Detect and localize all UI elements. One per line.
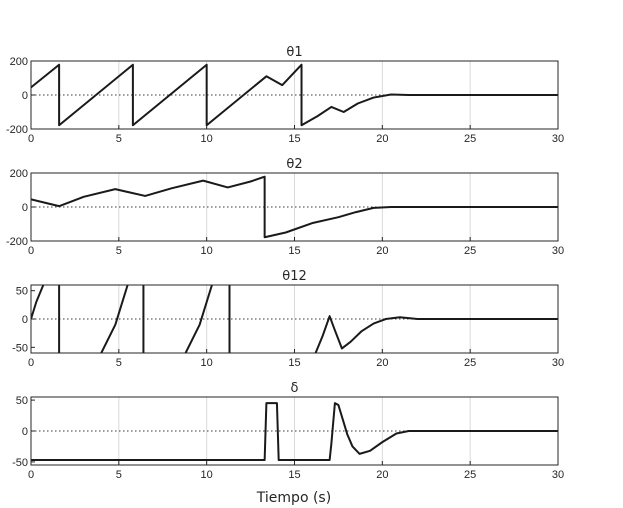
x-tick-label: 30 [552,133,564,145]
y-tick-label: 0 [22,202,28,214]
x-tick-label: 15 [288,469,300,481]
subplot-title: δ [291,381,299,396]
subplot-title: θ12 [282,269,307,284]
x-tick-label: 15 [288,357,300,369]
series-line-5 [184,285,213,353]
x-tick-label: 5 [116,245,122,257]
x-tick-label: 10 [201,357,213,369]
x-tick-label: 30 [552,357,564,369]
y-tick-label: 200 [10,168,28,180]
x-tick-label: 25 [464,469,476,481]
x-axis-label: Tiempo (s) [256,490,331,506]
y-tick-label: -50 [12,342,28,354]
y-tick-label: -50 [12,457,28,469]
x-tick-label: 5 [116,469,122,481]
series-line-3 [100,285,129,353]
x-tick-label: 15 [288,133,300,145]
y-tick-label: 0 [22,426,28,438]
x-tick-label: 20 [376,469,388,481]
x-tick-label: 20 [376,357,388,369]
x-tick-label: 10 [201,245,213,257]
y-tick-label: 200 [10,56,28,68]
subplot-title: θ1 [286,45,302,60]
x-tick-label: 20 [376,245,388,257]
y-tick-label: 50 [16,286,28,298]
x-tick-label: 10 [201,133,213,145]
series-line-7 [314,315,558,353]
x-tick-label: 25 [464,245,476,257]
x-tick-label: 0 [28,133,34,145]
series-line-1 [31,285,45,320]
series-line-1 [31,175,558,239]
x-tick-label: 25 [464,357,476,369]
y-tick-label: 0 [22,90,28,102]
series-line-1 [31,63,558,127]
x-tick-label: 20 [376,133,388,145]
y-tick-label: -200 [6,236,28,248]
x-tick-label: 5 [116,133,122,145]
x-tick-label: 0 [28,357,34,369]
y-tick-label: 0 [22,314,28,326]
x-tick-label: 10 [201,469,213,481]
series-line-1 [31,402,558,462]
x-tick-label: 0 [28,245,34,257]
subplot-title: θ2 [286,157,302,172]
x-tick-label: 0 [28,469,34,481]
y-tick-label: 50 [16,395,28,407]
x-tick-label: 5 [116,357,122,369]
x-tick-label: 25 [464,133,476,145]
x-tick-label: 30 [552,245,564,257]
y-tick-label: -200 [6,124,28,136]
x-tick-label: 30 [552,469,564,481]
x-tick-label: 15 [288,245,300,257]
